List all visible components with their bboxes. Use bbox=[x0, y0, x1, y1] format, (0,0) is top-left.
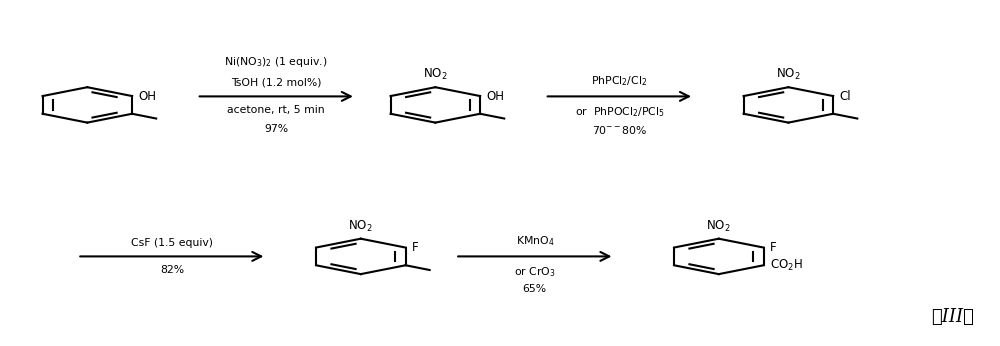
Text: 65%: 65% bbox=[523, 284, 547, 294]
Text: CO$_2$H: CO$_2$H bbox=[770, 258, 802, 273]
Text: CsF (1.5 equiv): CsF (1.5 equiv) bbox=[131, 238, 213, 248]
Text: PhPCl$_2$/Cl$_2$: PhPCl$_2$/Cl$_2$ bbox=[591, 74, 647, 88]
Text: NO$_2$: NO$_2$ bbox=[776, 67, 801, 82]
Text: Ni(NO$_3$)$_2$ (1 equiv.): Ni(NO$_3$)$_2$ (1 equiv.) bbox=[224, 55, 328, 69]
Text: F: F bbox=[770, 241, 776, 254]
Text: acetone, rt, 5 min: acetone, rt, 5 min bbox=[227, 105, 325, 115]
Text: NO$_2$: NO$_2$ bbox=[348, 219, 373, 234]
Text: NO$_2$: NO$_2$ bbox=[706, 219, 731, 234]
Text: OH: OH bbox=[486, 90, 504, 102]
Text: 70$^{--}$80%: 70$^{--}$80% bbox=[592, 124, 647, 136]
Text: 97%: 97% bbox=[264, 124, 288, 134]
Text: （III）: （III） bbox=[931, 308, 974, 326]
Text: TsOH (1.2 mol%): TsOH (1.2 mol%) bbox=[231, 78, 322, 88]
Text: OH: OH bbox=[138, 90, 156, 102]
Text: NO$_2$: NO$_2$ bbox=[423, 67, 448, 82]
Text: KMnO$_4$: KMnO$_4$ bbox=[516, 234, 554, 248]
Text: Cl: Cl bbox=[839, 90, 851, 102]
Text: 82%: 82% bbox=[160, 265, 184, 275]
Text: or CrO$_3$: or CrO$_3$ bbox=[514, 265, 556, 279]
Text: or  PhPOCl$_2$/PCl$_5$: or PhPOCl$_2$/PCl$_5$ bbox=[575, 105, 664, 119]
Text: F: F bbox=[412, 241, 418, 254]
